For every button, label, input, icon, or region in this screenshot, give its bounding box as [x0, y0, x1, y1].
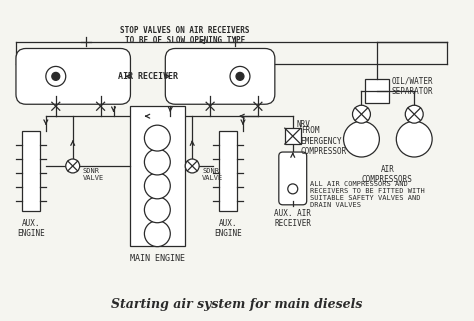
Circle shape — [353, 105, 370, 123]
Circle shape — [405, 105, 423, 123]
Bar — [130, 106, 185, 246]
Circle shape — [145, 149, 170, 175]
Bar — [219, 131, 237, 211]
Circle shape — [185, 159, 199, 173]
Circle shape — [145, 221, 170, 247]
FancyBboxPatch shape — [16, 48, 130, 104]
Text: ALL AIR COMPRESSORS AND
RECEIVERS TO BE FITTED WITH
SUITABLE SAFETY VALVES AND
D: ALL AIR COMPRESSORS AND RECEIVERS TO BE … — [310, 181, 424, 208]
Text: STOP VALVES ON AIR RECEIVERS
TO BE OF SLOW OPENING TYPE: STOP VALVES ON AIR RECEIVERS TO BE OF SL… — [120, 26, 250, 45]
Circle shape — [396, 121, 432, 157]
Bar — [365, 79, 389, 103]
Circle shape — [236, 72, 244, 80]
Text: OIL/WATER
SEPARATOR: OIL/WATER SEPARATOR — [392, 77, 433, 96]
Bar — [22, 131, 40, 211]
Text: AUX.
ENGINE: AUX. ENGINE — [17, 219, 45, 238]
Text: AIR
COMPRESSORS: AIR COMPRESSORS — [362, 165, 413, 184]
Circle shape — [288, 184, 298, 194]
Circle shape — [52, 72, 60, 80]
Circle shape — [66, 159, 80, 173]
Bar — [285, 128, 301, 144]
FancyBboxPatch shape — [279, 152, 307, 205]
Text: AUX. AIR
RECEIVER: AUX. AIR RECEIVER — [274, 209, 311, 228]
Circle shape — [145, 173, 170, 199]
FancyBboxPatch shape — [165, 48, 275, 104]
Text: SDNR
VALVE: SDNR VALVE — [82, 168, 104, 181]
Text: FROM
EMERGENCY
COMPRESSOR: FROM EMERGENCY COMPRESSOR — [301, 126, 347, 156]
Circle shape — [46, 66, 66, 86]
Text: AIR RECEIVER: AIR RECEIVER — [118, 72, 178, 81]
Circle shape — [344, 121, 379, 157]
Circle shape — [230, 66, 250, 86]
Text: AUX.
ENGINE: AUX. ENGINE — [214, 219, 242, 238]
Text: NRV: NRV — [297, 120, 310, 129]
Text: Starting air system for main diesels: Starting air system for main diesels — [111, 298, 363, 311]
Text: MAIN ENGINE: MAIN ENGINE — [130, 254, 185, 263]
Circle shape — [145, 125, 170, 151]
Text: SDNR
VALVE: SDNR VALVE — [202, 168, 223, 181]
Circle shape — [145, 197, 170, 223]
